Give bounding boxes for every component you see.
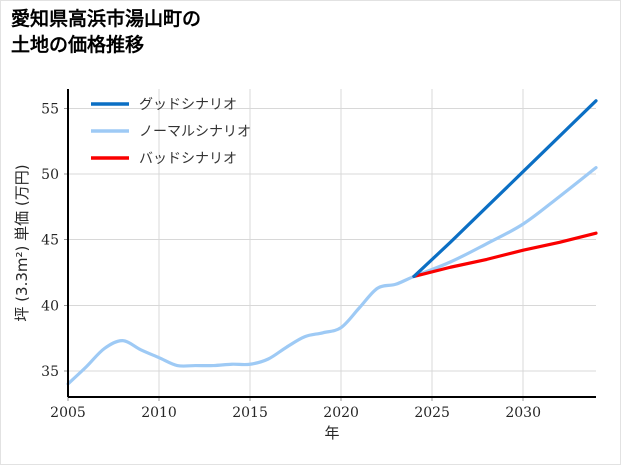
y-tick-label: 40 xyxy=(41,298,59,314)
y-tick-label: 45 xyxy=(41,233,59,249)
x-axis-title: 年 xyxy=(324,424,339,442)
x-tick-label: 2005 xyxy=(50,405,86,421)
tickmarks xyxy=(64,108,524,401)
series-line-normal xyxy=(66,166,598,386)
x-tick-labels: 2005 2010 2015 2020 2025 2030 xyxy=(50,405,541,421)
y-axis-title: 坪 (3.3m²) 単価 (万円) xyxy=(13,164,31,321)
x-tick-label: 2030 xyxy=(505,405,541,421)
series-line-good xyxy=(412,99,598,279)
y-tick-labels: 35 40 45 50 55 xyxy=(41,102,59,380)
y-tick-label: 55 xyxy=(41,102,59,118)
axis-spines xyxy=(67,89,596,398)
x-tick-label: 2020 xyxy=(323,405,359,421)
legend-label: グッドシナリオ xyxy=(139,97,237,113)
page-title: 愛知県高浜市湯山町の 土地の価格推移 xyxy=(11,9,202,56)
series-line-bad xyxy=(412,231,598,279)
y-tick-label: 35 xyxy=(41,364,59,380)
legend-label: ノーマルシナリオ xyxy=(139,124,251,140)
x-tick-label: 2010 xyxy=(141,405,177,421)
y-tick-label: 50 xyxy=(41,167,59,183)
series-lines xyxy=(66,99,598,386)
legend-label: バッドシナリオ xyxy=(139,151,237,167)
x-tick-label: 2015 xyxy=(232,405,268,421)
gridlines xyxy=(67,89,596,397)
x-tick-label: 2025 xyxy=(414,405,450,421)
